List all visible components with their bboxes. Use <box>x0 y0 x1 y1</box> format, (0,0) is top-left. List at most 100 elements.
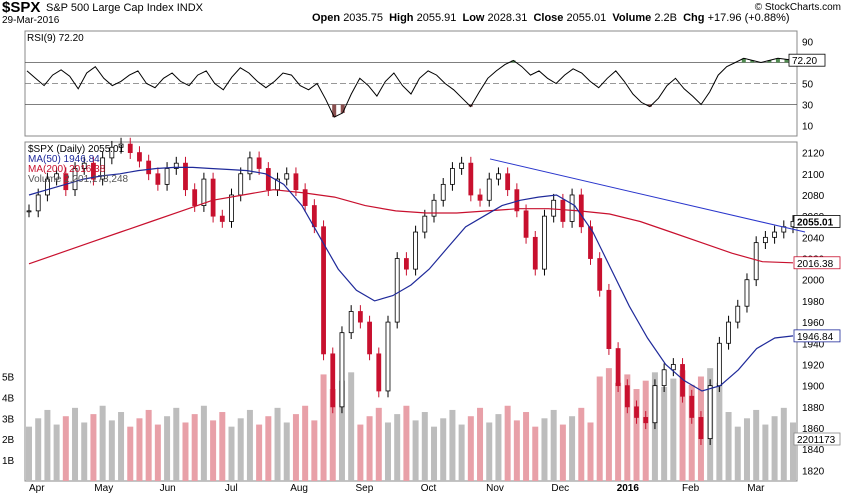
volume-bar <box>182 422 189 481</box>
price-tick-label: 1900 <box>802 382 825 393</box>
volume-bar <box>53 424 60 481</box>
rsi-overbought-fill <box>750 60 755 63</box>
price-tick-label: 1960 <box>802 318 825 329</box>
price-bar-body <box>367 321 372 355</box>
price-bar-body <box>81 162 87 169</box>
volume-bar <box>210 420 217 481</box>
price-bar-body <box>311 205 317 228</box>
volume-bar <box>320 374 327 481</box>
price-bar-body <box>100 157 106 180</box>
price-bar-body <box>413 231 419 270</box>
price-bar-body <box>735 305 741 323</box>
ma200-line <box>28 189 794 265</box>
volume-bar <box>35 418 42 481</box>
price-last-box <box>793 215 841 228</box>
volume-bar <box>283 422 290 481</box>
price-bar-body <box>247 157 253 175</box>
volume-bar <box>219 412 226 481</box>
x-tick-label: Sep <box>355 483 373 493</box>
volume-bar <box>26 426 32 481</box>
price-bar-body <box>54 173 60 180</box>
price-bar-body <box>284 173 290 180</box>
volume-bar <box>403 405 410 481</box>
price-bar-body <box>330 353 336 408</box>
price-last-box <box>793 329 841 343</box>
price-bar-body <box>542 215 547 270</box>
price-bar-body <box>164 168 170 185</box>
rsi-panel-frame <box>24 30 798 137</box>
x-tick-label: Jun <box>160 483 176 493</box>
price-bar-body <box>569 194 575 222</box>
volume-bar <box>762 424 769 481</box>
volume-bar <box>431 426 438 481</box>
volume-bar <box>771 416 778 481</box>
price-bar-body <box>496 173 501 180</box>
volume-bar <box>458 424 465 481</box>
legend-entry: Volume 2,201,173,248 <box>28 174 129 185</box>
price-bar-body <box>772 231 777 238</box>
x-tick-label: Oct <box>421 483 437 493</box>
volume-tick-label: 5B <box>2 373 15 384</box>
volume-last-box <box>793 432 841 446</box>
volume-bar <box>237 418 244 481</box>
price-bar-body <box>643 417 649 424</box>
volume-bar <box>587 422 594 481</box>
price-bar-body <box>450 168 455 185</box>
price-tick-label: 2040 <box>802 233 825 244</box>
volume-bar <box>154 424 161 481</box>
volume-bar <box>615 382 622 481</box>
price-bar-body <box>63 173 69 191</box>
volume-bar <box>191 414 198 481</box>
legend-entry: MA(200) 2016.38 <box>28 164 106 175</box>
volume-bar <box>790 422 796 481</box>
volume-bar <box>725 412 732 481</box>
volume-bar <box>384 422 391 481</box>
price-tick-label: 2120 <box>802 149 825 160</box>
volume-tick-label: 3B <box>2 414 15 425</box>
price-bar-body <box>440 183 446 201</box>
price-bar-body <box>118 143 124 148</box>
volume-bar <box>504 405 511 481</box>
volume-bar <box>292 414 299 481</box>
price-bar-body <box>459 162 465 169</box>
price-bar-body <box>394 258 400 323</box>
volume-bar <box>449 409 456 481</box>
volume-bar <box>375 407 382 481</box>
x-tick-label: Jul <box>225 483 238 493</box>
price-bar-body <box>689 395 695 418</box>
price-bar-body <box>137 152 142 162</box>
price-bar-body <box>505 173 511 191</box>
volume-bar <box>72 407 79 481</box>
volume-bar <box>265 416 272 481</box>
price-bar-body <box>716 342 722 387</box>
price-bar-body <box>624 385 630 408</box>
volume-bar <box>311 420 318 481</box>
price-bar-body <box>753 242 759 281</box>
price-bar-body <box>229 194 234 222</box>
price-bar-body <box>385 321 391 392</box>
price-bar-body <box>376 353 382 392</box>
price-bar-body <box>431 199 437 217</box>
volume-bar <box>477 407 484 481</box>
volume-tick-label: 4B <box>2 393 15 404</box>
price-bar-body <box>422 215 428 233</box>
price-bar-body <box>726 321 731 344</box>
price-tick-label: 1820 <box>802 466 825 477</box>
volume-bar <box>200 405 207 481</box>
rsi-oversold-fill <box>647 104 652 107</box>
price-bar-body <box>201 178 207 206</box>
price-bar-body <box>146 160 152 175</box>
price-tick-label: 1980 <box>802 297 825 308</box>
volume-bar <box>642 380 649 481</box>
rsi-tick-label: 90 <box>802 38 814 49</box>
price-panel-frame <box>24 141 798 482</box>
ohlc-readout: Open 2035.75 High 2055.91 Low 2028.31 Cl… <box>312 12 790 24</box>
price-bar-body <box>238 173 244 196</box>
x-tick-label: Mar <box>747 483 765 493</box>
rsi-overbought-fill <box>767 60 772 63</box>
volume-bar <box>173 407 180 481</box>
price-bar-body <box>265 168 271 191</box>
volume-bar <box>495 414 502 481</box>
price-tick-label: 1880 <box>802 403 825 414</box>
volume-bar <box>550 409 557 481</box>
